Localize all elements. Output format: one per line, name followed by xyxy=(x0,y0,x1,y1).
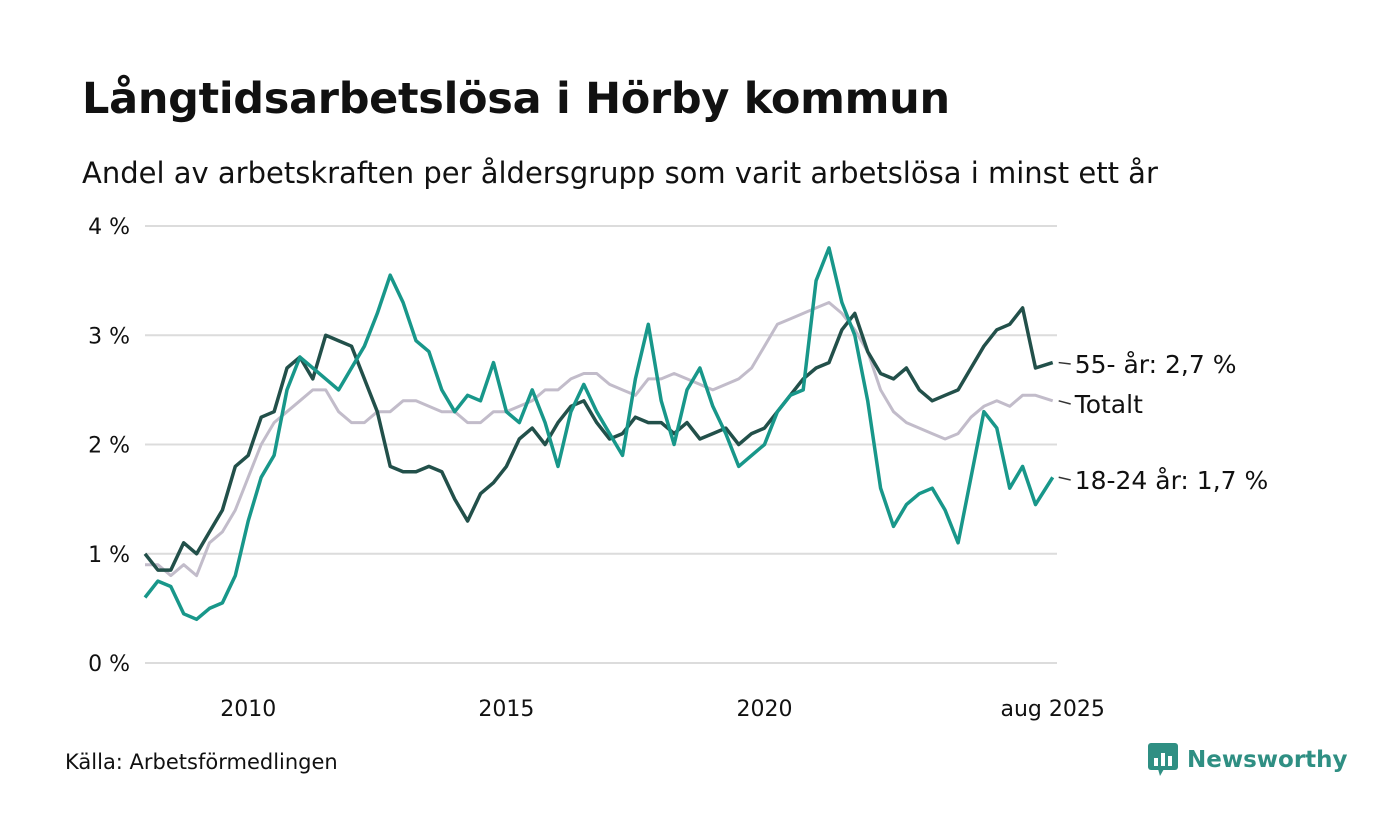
chart-bubble-icon xyxy=(1148,743,1178,776)
x-tick-label: 2015 xyxy=(478,697,534,722)
chart-subtitle: Andel av arbetskraften per åldersgrupp s… xyxy=(82,156,1158,190)
y-tick-label: 3 % xyxy=(88,324,130,349)
end-label-age_55: 55- år: 2,7 % xyxy=(1075,350,1237,379)
y-axis: 0 % 1 % 2 % 3 % 4 % xyxy=(88,215,130,677)
y-tick-label: 1 % xyxy=(88,543,130,568)
series-lines xyxy=(143,246,1055,622)
line-chart: 0 % 1 % 2 % 3 % 4 % 2010 2015 2020 aug 2025 Tot… xyxy=(88,215,1269,722)
end-labels: Totalt 55- år: 2,7 % 18-24 år: 1,7 % xyxy=(1058,350,1269,495)
end-label-leader-age_18_24 xyxy=(1058,476,1071,481)
series-line-age_55 xyxy=(143,306,1054,572)
y-tick-label: 4 % xyxy=(88,215,130,240)
source-note: Källa: Arbetsförmedlingen xyxy=(65,750,338,774)
chart-title: Långtidsarbetslösa i Hörby kommun xyxy=(82,74,950,124)
x-axis: 2010 2015 2020 aug 2025 xyxy=(220,697,1105,722)
newsworthy-logo: Newsworthy xyxy=(1148,743,1348,777)
end-label-leader-total xyxy=(1058,400,1071,405)
brand-name: Newsworthy xyxy=(1187,747,1348,773)
x-tick-label: 2010 xyxy=(220,697,276,722)
x-tick-label: 2020 xyxy=(736,697,792,722)
y-tick-label: 0 % xyxy=(88,652,130,677)
end-label-total: Totalt xyxy=(1074,390,1143,419)
grid-lines xyxy=(145,225,1057,664)
y-tick-label: 2 % xyxy=(88,434,130,459)
end-label-leader-age_55 xyxy=(1058,361,1071,365)
series-line-age_18_24 xyxy=(143,246,1055,622)
x-tick-label: aug 2025 xyxy=(1001,697,1105,722)
series-line-total xyxy=(145,301,1054,578)
end-label-age_18_24: 18-24 år: 1,7 % xyxy=(1075,466,1269,495)
